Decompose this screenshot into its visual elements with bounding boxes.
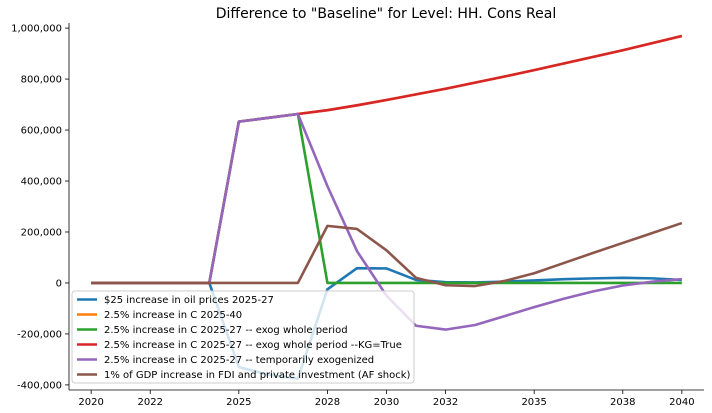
- legend-label: 2.5% increase in C 2025-40: [104, 310, 242, 321]
- x-tick-label: 2038: [610, 397, 635, 408]
- series-line-2: [91, 34, 683, 285]
- y-tick-label: -200,000: [17, 329, 62, 340]
- x-tick-label: 2032: [433, 397, 458, 408]
- legend-items: $25 increase in oil prices 2025-27 2.5% i…: [77, 295, 411, 381]
- x-tick-label: 2040: [669, 397, 694, 408]
- series-line-6: [91, 221, 683, 288]
- x-tick-label: 2022: [137, 397, 162, 408]
- legend-label: 2.5% increase in C 2025-27 -- exog whole…: [104, 340, 402, 351]
- legend-box: [71, 290, 415, 384]
- legend-label: 2.5% increase in C 2025-27 -- temporaril…: [104, 355, 374, 366]
- y-tick-label: -400,000: [17, 380, 62, 391]
- y-tick-label: 1,000,000: [11, 24, 62, 35]
- chart-title: Difference to "Baseline" for Level: HH. …: [216, 6, 556, 22]
- x-tick-label: 2020: [78, 397, 103, 408]
- x-tick-label: 2030: [374, 397, 399, 408]
- y-tick-label: 600,000: [21, 126, 62, 137]
- legend: $25 increase in oil prices 2025-27 2.5% i…: [71, 290, 415, 384]
- y-tick-label: 0: [56, 278, 62, 289]
- y-tick-label: 200,000: [21, 227, 62, 238]
- x-tick-label: 2035: [521, 397, 546, 408]
- legend-label: 1% of GDP increase in FDI and private in…: [104, 370, 411, 381]
- x-tick-label: 2025: [226, 397, 251, 408]
- series-line-4: [91, 34, 683, 285]
- tick-layer: 2020 2022 2025 2028 2030 2032 2035 2038 2040 -400…: [11, 24, 694, 408]
- series-line-3: [91, 112, 682, 285]
- x-tick-label: 2028: [315, 397, 340, 408]
- legend-label: $25 increase in oil prices 2025-27: [104, 295, 274, 306]
- y-tick-label: 800,000: [21, 75, 62, 86]
- legend-label: 2.5% increase in C 2025-27 -- exog whole…: [104, 325, 348, 336]
- y-tick-label: 400,000: [21, 177, 62, 188]
